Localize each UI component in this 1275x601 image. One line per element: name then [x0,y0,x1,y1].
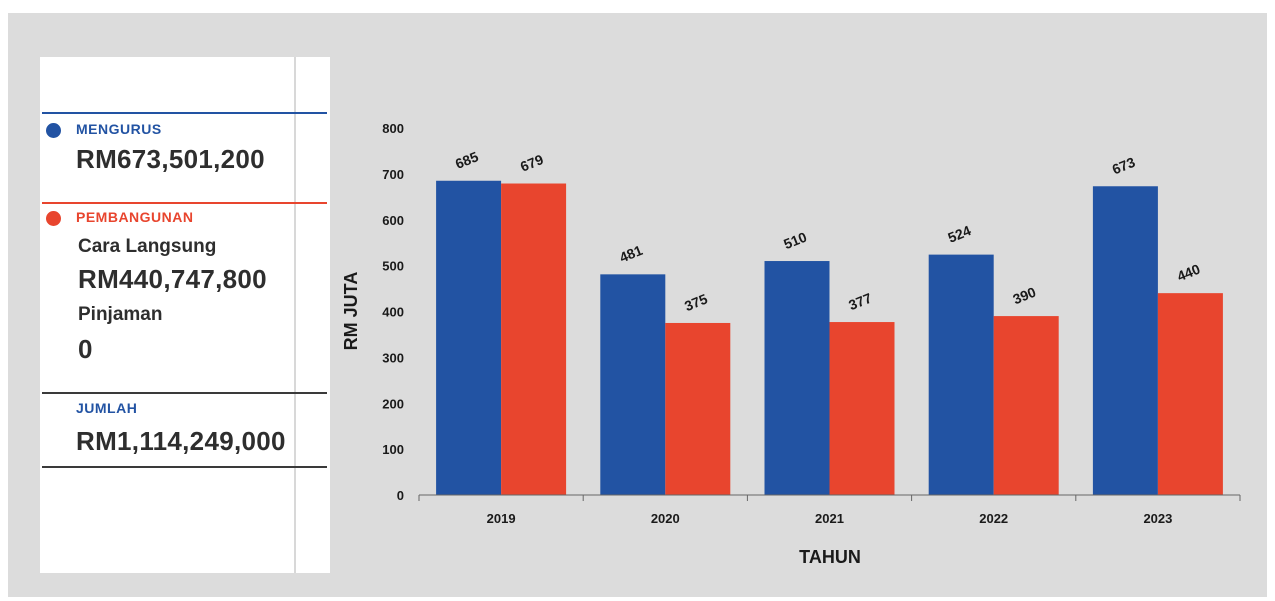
jumlah-rule-top [42,392,327,394]
bar-data-label: 375 [682,290,710,314]
mengurus-label: MENGURUS [76,121,162,137]
x-axis-title: TAHUN [799,547,861,567]
x-tick-label: 2019 [487,511,516,526]
y-tick-label: 500 [382,259,404,274]
bar-data-label: 524 [946,222,974,246]
bar-data-label: 440 [1175,261,1203,285]
summary-card [40,57,330,573]
bar [928,254,994,495]
cara-langsung-label: Cara Langsung [78,236,217,257]
x-tick-label: 2021 [815,511,844,526]
mengurus-value: RM673,501,200 [76,144,265,174]
bar [1092,186,1158,496]
y-tick-label: 300 [382,350,404,365]
bar-data-label: 377 [846,290,874,314]
pinjaman-value: 0 [78,334,93,364]
jumlah-label: JUMLAH [76,400,138,416]
bar-data-label: 481 [617,242,645,266]
bar-data-label: 673 [1110,154,1138,178]
y-tick-label: 600 [382,213,404,228]
bar [665,322,731,495]
cara-langsung-value: RM440,747,800 [78,264,267,294]
bar [829,322,895,495]
x-axis: 2019 2020 2021 2022 2023 [418,495,1241,526]
bar-data-label: 685 [453,148,481,172]
x-tick-label: 2022 [979,511,1008,526]
y-axis-title: RM JUTA [341,272,361,351]
y-tick-label: 100 [382,442,404,457]
bar [436,180,502,495]
jumlah-rule-bottom [42,466,327,468]
pembangunan-rule [42,202,327,204]
y-tick-label: 400 [382,305,404,320]
pembangunan-label: PEMBANGUNAN [76,209,194,225]
pembangunan-dot-icon [46,211,61,226]
bar [600,274,666,495]
bar [993,316,1059,495]
y-tick-label: 800 [382,121,404,136]
bar [501,183,567,496]
bar [1157,293,1223,495]
pinjaman-label: Pinjaman [78,304,163,325]
bar-data-label: 510 [781,229,809,253]
jumlah-value: RM1,114,249,000 [76,426,286,456]
bars [436,180,1223,496]
bar-data-label: 390 [1011,284,1039,308]
bar-data-label: 679 [518,151,546,175]
card-divider [294,57,296,573]
y-tick-label: 0 [397,488,404,503]
y-tick-label: 700 [382,167,404,182]
y-tick-label: 200 [382,396,404,411]
mengurus-dot-icon [46,123,61,138]
x-tick-label: 2023 [1143,511,1172,526]
bar [764,261,830,495]
y-axis: 0 100 200 300 400 500 600 700 800 [382,121,404,503]
x-tick-label: 2020 [651,511,680,526]
mengurus-rule [42,112,327,114]
